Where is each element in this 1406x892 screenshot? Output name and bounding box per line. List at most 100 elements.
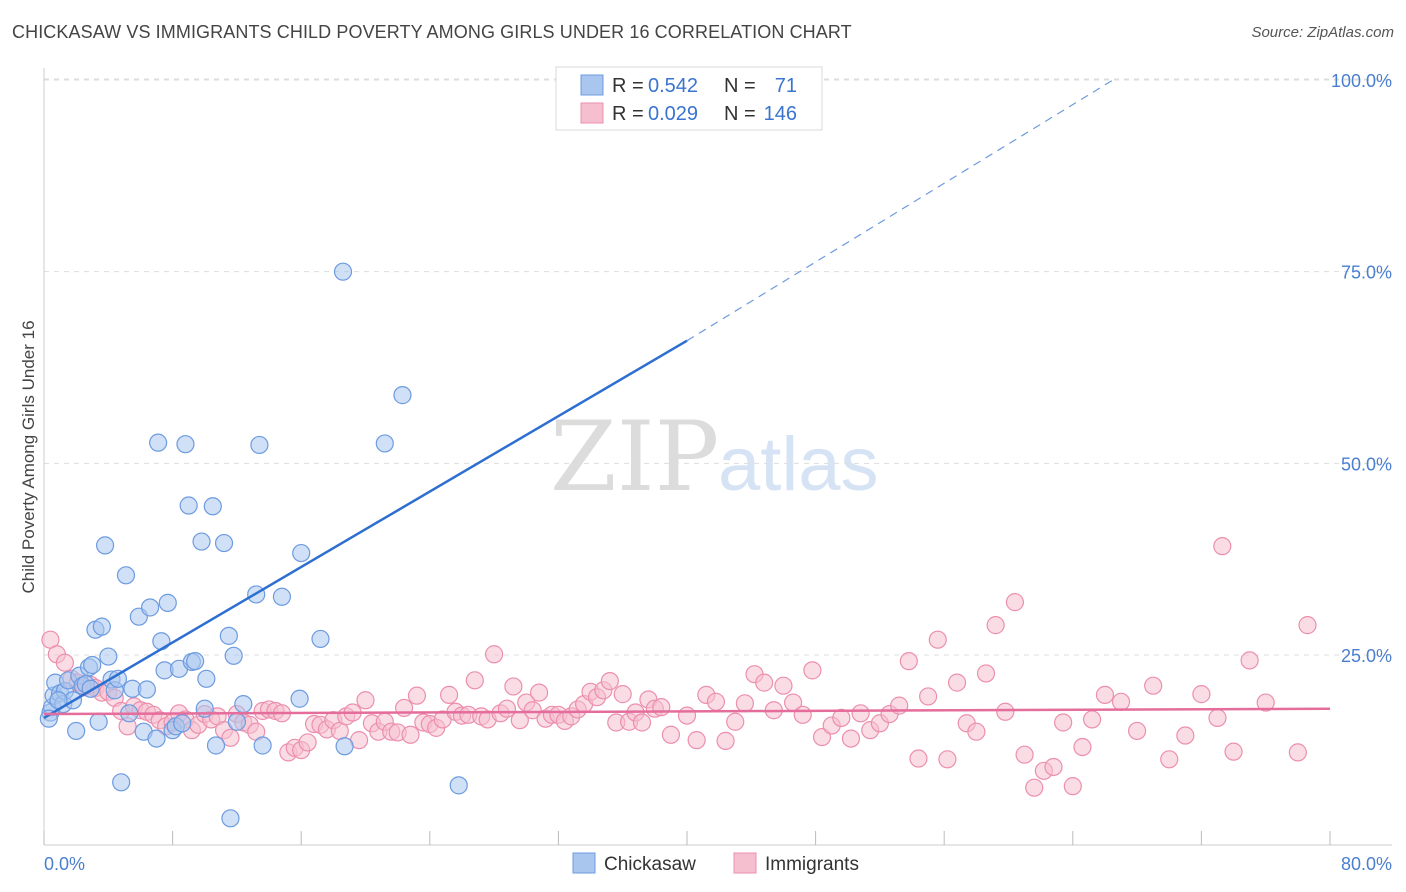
- immigrants-point-100: [706, 692, 726, 711]
- chickasaw-point-23: [112, 773, 131, 792]
- immigrants-point-95: [652, 698, 671, 717]
- immigrants-point-76: [530, 683, 549, 702]
- chickasaw-point-55: [250, 435, 269, 455]
- immigrants-point-137: [1063, 777, 1082, 796]
- immigrants-point-147: [1208, 708, 1227, 727]
- chickasaw-point-52: [227, 712, 246, 731]
- chickasaw-point-47: [206, 736, 226, 755]
- immigrants-point-103: [735, 694, 754, 713]
- immigrants-point-150: [1256, 693, 1275, 712]
- chickasaw-point-44: [192, 532, 211, 551]
- immigrants-point-55: [394, 698, 414, 718]
- chickasaw-point-48: [214, 533, 234, 553]
- legend-n-label-1: N =: [724, 75, 756, 97]
- immigrants-point-57: [407, 686, 427, 705]
- series-legend: Chickasaw Immigrants: [572, 852, 859, 875]
- immigrants-point-124: [938, 750, 957, 769]
- trend-lines: [43, 79, 1331, 719]
- x-tick-label-max: 80.0%: [1341, 854, 1392, 874]
- y-tick-labels: 25.0% 50.0% 75.0% 100.0%: [1331, 71, 1392, 666]
- chickasaw-point-46: [203, 497, 222, 516]
- immigrants-point-122: [919, 687, 938, 706]
- chickasaw-point-63: [375, 434, 394, 453]
- series-immigrants: [41, 537, 1317, 797]
- chickasaw-point-49: [219, 626, 238, 645]
- legend-r-label-1: R =: [612, 75, 644, 97]
- chickasaw-point-24: [116, 566, 136, 585]
- y-tick-label-25: 25.0%: [1341, 646, 1392, 666]
- immigrants-point-40: [298, 733, 317, 752]
- immigrants-point-120: [899, 652, 918, 671]
- immigrants-point-127: [967, 722, 986, 741]
- chickasaw-point-51: [224, 646, 243, 665]
- x-tick-label-min: 0.0%: [44, 854, 85, 874]
- immigrants-point-113: [832, 708, 851, 727]
- legend-n-value-2: 146: [764, 103, 797, 125]
- immigrants-point-141: [1111, 692, 1131, 711]
- y-tick-label-100: 100.0%: [1331, 71, 1392, 91]
- chickasaw-point-30: [140, 598, 160, 617]
- immigrants-point-123: [928, 630, 947, 649]
- bottom-swatch-immigrants: [733, 852, 757, 874]
- chickasaw-point-65: [449, 776, 468, 795]
- bottom-legend-chickasaw: Chickasaw: [604, 854, 696, 875]
- chickasaw-point-39: [173, 714, 192, 733]
- legend-swatch-immigrants: [580, 102, 604, 124]
- y-tick-label-75: 75.0%: [1341, 263, 1392, 283]
- trend-chickasaw-solid: [43, 339, 688, 719]
- immigrants-point-75: [523, 701, 542, 720]
- immigrants-point-96: [661, 725, 681, 744]
- immigrants-point-107: [774, 676, 793, 695]
- immigrants-point-143: [1144, 676, 1163, 695]
- chickasaw-point-43: [186, 652, 205, 671]
- series-chickasaw: [39, 70, 648, 828]
- immigrants-point-145: [1176, 726, 1195, 745]
- immigrants-point-97: [677, 706, 697, 725]
- chart-title: CHICKASAW VS IMMIGRANTS CHILD POVERTY AM…: [12, 22, 852, 42]
- immigrants-point-148: [1224, 742, 1243, 761]
- legend-swatch-chickasaw: [580, 74, 604, 96]
- chickasaw-point-57: [272, 587, 292, 606]
- chickasaw-point-56: [253, 736, 272, 755]
- chickasaw-point-64: [393, 386, 412, 405]
- chickasaw-point-53: [234, 694, 253, 714]
- immigrants-point-144: [1160, 750, 1179, 769]
- chickasaw-point-40: [176, 435, 195, 454]
- immigrants-point-110: [803, 661, 822, 680]
- immigrants-point-66: [465, 671, 484, 690]
- chickasaw-point-32: [149, 433, 168, 452]
- chickasaw-point-62: [335, 737, 354, 756]
- chickasaw-point-50: [221, 809, 240, 828]
- chickasaw-point-16: [89, 712, 108, 731]
- legend-r-value-2: 0.029: [648, 103, 698, 125]
- immigrants-point-152: [1298, 616, 1317, 635]
- immigrants-point-98: [687, 731, 706, 750]
- chickasaw-point-33: [152, 632, 171, 651]
- immigrants-point-28: [221, 728, 240, 747]
- bottom-legend-immigrants: Immigrants: [765, 854, 859, 875]
- immigrants-point-140: [1095, 685, 1115, 704]
- chickasaw-point-19: [99, 647, 118, 666]
- immigrants-point-2: [55, 653, 74, 672]
- trend-immigrants: [43, 707, 1331, 716]
- immigrants-point-133: [1025, 778, 1044, 797]
- legend-r-label-2: R =: [612, 103, 644, 125]
- chickasaw-point-31: [147, 729, 166, 748]
- immigrants-point-69: [485, 645, 504, 664]
- chickasaw-point-60: [311, 629, 330, 649]
- immigrants-point-146: [1192, 685, 1211, 704]
- bottom-swatch-chickasaw: [572, 852, 596, 874]
- correlation-legend: R = 0.542 N = 71 R = 0.029 N = 146: [555, 66, 823, 131]
- legend-r-value-1: 0.542: [648, 75, 698, 97]
- immigrants-point-121: [909, 749, 928, 768]
- chickasaw-point-35: [158, 593, 177, 612]
- immigrants-point-132: [1015, 745, 1034, 764]
- immigrants-point-87: [600, 671, 619, 691]
- immigrants-point-129: [986, 616, 1005, 635]
- immigrants-point-89: [613, 685, 632, 704]
- immigrants-point-102: [726, 712, 745, 731]
- watermark-zip: ZIP: [550, 401, 719, 513]
- chickasaw-point-14: [83, 655, 102, 675]
- immigrants-point-142: [1127, 721, 1147, 741]
